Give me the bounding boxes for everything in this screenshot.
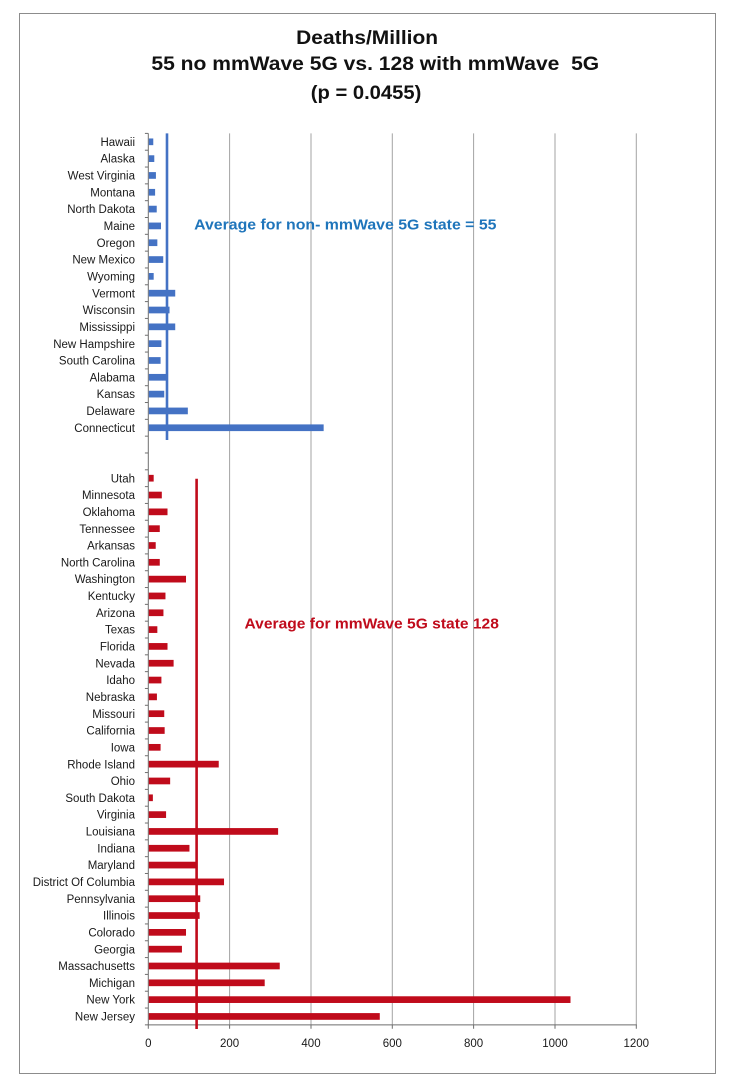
svg-text:New Hampshire: New Hampshire bbox=[53, 339, 135, 351]
svg-text:District Of Columbia: District Of Columbia bbox=[33, 877, 136, 889]
svg-text:Kansas: Kansas bbox=[97, 389, 136, 401]
svg-text:Minnesota: Minnesota bbox=[82, 490, 136, 502]
svg-text:Wisconsin: Wisconsin bbox=[83, 305, 135, 317]
svg-text:Illinois: Illinois bbox=[103, 911, 135, 923]
svg-text:Iowa: Iowa bbox=[111, 742, 136, 754]
svg-text:Nevada: Nevada bbox=[95, 658, 135, 670]
svg-text:55 no mmWave 5G vs. 128 with m: 55 no mmWave 5G vs. 128 with mmWave 5G bbox=[151, 54, 599, 75]
svg-text:Indiana: Indiana bbox=[97, 843, 135, 855]
svg-text:Kentucky: Kentucky bbox=[88, 591, 136, 603]
svg-text:Mississippi: Mississippi bbox=[79, 322, 135, 334]
svg-text:1000: 1000 bbox=[542, 1038, 568, 1050]
svg-text:Montana: Montana bbox=[90, 187, 135, 199]
svg-text:Average for mmWave 5G state 12: Average for mmWave 5G state 128 bbox=[245, 615, 499, 632]
svg-text:800: 800 bbox=[464, 1038, 483, 1050]
svg-text:Pennsylvania: Pennsylvania bbox=[67, 894, 136, 906]
svg-text:Michigan: Michigan bbox=[89, 978, 135, 990]
svg-text:400: 400 bbox=[301, 1038, 320, 1050]
svg-text:West Virginia: West Virginia bbox=[68, 171, 136, 183]
svg-text:Virginia: Virginia bbox=[97, 810, 136, 822]
svg-text:Idaho: Idaho bbox=[106, 675, 135, 687]
svg-text:Texas: Texas bbox=[105, 625, 135, 637]
svg-text:Maryland: Maryland bbox=[88, 860, 135, 872]
svg-text:Oregon: Oregon bbox=[97, 238, 135, 250]
svg-text:Ohio: Ohio bbox=[111, 776, 135, 788]
svg-text:600: 600 bbox=[383, 1038, 402, 1050]
svg-text:Massachusetts: Massachusetts bbox=[58, 961, 135, 973]
svg-text:Florida: Florida bbox=[100, 642, 136, 654]
svg-text:Tennessee: Tennessee bbox=[79, 524, 135, 536]
svg-text:North Carolina: North Carolina bbox=[61, 557, 136, 569]
svg-text:1200: 1200 bbox=[624, 1038, 650, 1050]
svg-text:New York: New York bbox=[86, 995, 135, 1007]
svg-text:Alaska: Alaska bbox=[100, 154, 135, 166]
svg-text:Rhode Island: Rhode Island bbox=[67, 759, 135, 771]
svg-text:Louisiana: Louisiana bbox=[86, 827, 136, 839]
svg-text:Hawaii: Hawaii bbox=[100, 137, 135, 149]
svg-text:California: California bbox=[86, 726, 135, 738]
svg-text:Arizona: Arizona bbox=[96, 608, 136, 620]
svg-text:Delaware: Delaware bbox=[86, 406, 135, 418]
svg-text:Washington: Washington bbox=[75, 574, 135, 586]
svg-text:North Dakota: North Dakota bbox=[67, 204, 135, 216]
svg-text:South Carolina: South Carolina bbox=[59, 356, 136, 368]
svg-text:Wyoming: Wyoming bbox=[87, 271, 135, 283]
svg-text:Georgia: Georgia bbox=[94, 944, 136, 956]
svg-text:200: 200 bbox=[220, 1038, 239, 1050]
svg-text:0: 0 bbox=[145, 1038, 151, 1050]
svg-text:(p = 0.0455): (p = 0.0455) bbox=[311, 83, 422, 104]
svg-text:Vermont: Vermont bbox=[92, 288, 136, 300]
svg-text:Colorado: Colorado bbox=[88, 927, 135, 939]
svg-text:Average for non- mmWave 5G sta: Average for non- mmWave 5G state = 55 bbox=[194, 216, 496, 233]
svg-text:New Jersey: New Jersey bbox=[75, 1012, 135, 1024]
svg-text:Oklahoma: Oklahoma bbox=[83, 507, 136, 519]
svg-text:Arkansas: Arkansas bbox=[87, 541, 135, 553]
svg-text:Utah: Utah bbox=[111, 473, 135, 485]
svg-text:Missouri: Missouri bbox=[92, 709, 135, 721]
svg-text:South Dakota: South Dakota bbox=[65, 793, 135, 805]
svg-text:Nebraska: Nebraska bbox=[86, 692, 136, 704]
svg-text:Deaths/Million: Deaths/Million bbox=[296, 28, 438, 49]
svg-text:Connecticut: Connecticut bbox=[74, 423, 136, 435]
svg-text:Maine: Maine bbox=[104, 221, 135, 233]
svg-text:New Mexico: New Mexico bbox=[72, 255, 135, 267]
svg-text:Alabama: Alabama bbox=[90, 372, 136, 384]
